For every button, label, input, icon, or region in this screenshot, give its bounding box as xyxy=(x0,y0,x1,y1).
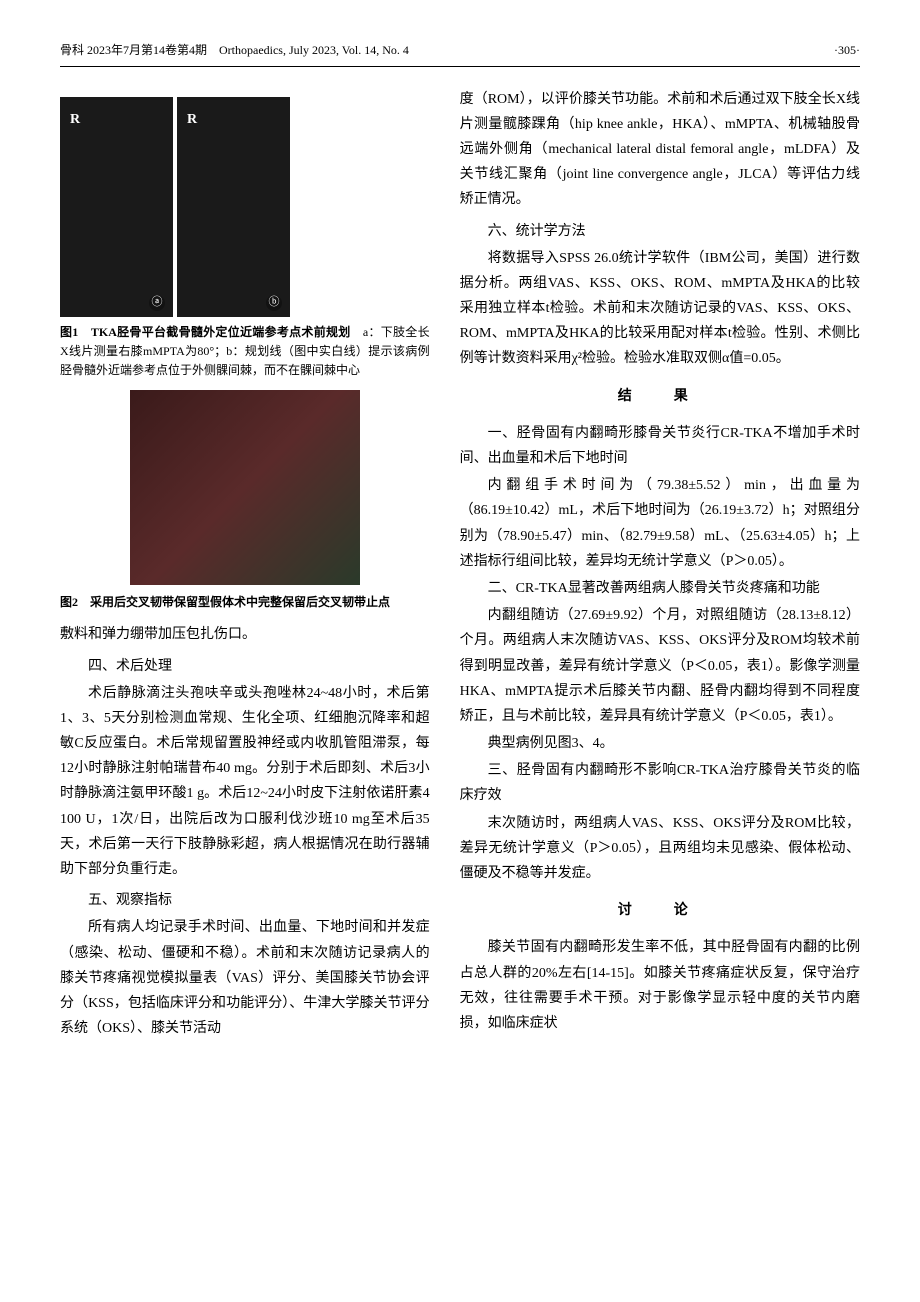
body-paragraph: 末次随访时，两组病人VAS、KSS、OKS评分及ROM比较，差异无统计学意义（P… xyxy=(460,811,860,887)
page-number: ·305· xyxy=(834,40,860,62)
figure-1-caption: 图1 TKA胫骨平台截骨髓外定位近端参考点术前规划 a：下肢全长X线片测量右膝m… xyxy=(60,323,430,381)
figure-1: R ⓐ R ⓑ 图1 TKA胫骨平台截骨髓外定位近端参考点术前规划 a：下肢全长… xyxy=(60,97,430,381)
panel-label-b: ⓑ xyxy=(266,295,282,311)
body-paragraph: 所有病人均记录手术时间、出血量、下地时间和并发症（感染、松动、僵硬和不稳）。术前… xyxy=(60,915,430,1041)
r-marker-icon: R xyxy=(187,107,197,132)
figure-1-panel-b: R ⓑ xyxy=(177,97,290,317)
figure-1-caption-bold: 图1 TKA胫骨平台截骨髓外定位近端参考点术前规划 xyxy=(60,325,351,339)
section-subheading-6: 六、统计学方法 xyxy=(460,219,860,244)
body-paragraph: 典型病例见图3、4。 xyxy=(460,731,860,756)
figure-1-image: R ⓐ R ⓑ xyxy=(60,97,290,317)
page-header: 骨科 2023年7月第14卷第4期 Orthopaedics, July 202… xyxy=(60,40,860,67)
body-paragraph: 内翻组随访（27.69±9.92）个月，对照组随访（28.13±8.12）个月。… xyxy=(460,603,860,729)
result-subheading-1: 一、胫骨固有内翻畸形膝骨关节炎行CR-TKA不增加手术时间、出血量和术后下地时间 xyxy=(460,421,860,471)
body-paragraph: 膝关节固有内翻畸形发生率不低，其中胫骨固有内翻的比例占总人群的20%左右[14-… xyxy=(460,935,860,1036)
figure-2-image xyxy=(130,390,360,585)
left-column: R ⓐ R ⓑ 图1 TKA胫骨平台截骨髓外定位近端参考点术前规划 a：下肢全长… xyxy=(60,87,430,1044)
discussion-heading: 讨 论 xyxy=(460,898,860,923)
r-marker-icon: R xyxy=(70,107,80,132)
body-paragraph: 术后静脉滴注头孢呋辛或头孢唑林24~48小时，术后第1、3、5天分别检测血常规、… xyxy=(60,681,430,883)
figure-1-panel-a: R ⓐ xyxy=(60,97,173,317)
results-heading: 结 果 xyxy=(460,384,860,409)
figure-2-caption-bold: 图2 采用后交叉韧带保留型假体术中完整保留后交叉韧带止点 xyxy=(60,595,390,609)
figure-2: 图2 采用后交叉韧带保留型假体术中完整保留后交叉韧带止点 xyxy=(60,390,430,612)
body-paragraph: 将数据导入SPSS 26.0统计学软件（IBM公司，美国）进行数据分析。两组VA… xyxy=(460,246,860,372)
content-columns: R ⓐ R ⓑ 图1 TKA胫骨平台截骨髓外定位近端参考点术前规划 a：下肢全长… xyxy=(60,87,860,1044)
result-subheading-2: 二、CR-TKA显著改善两组病人膝骨关节炎疼痛和功能 xyxy=(460,576,860,601)
body-paragraph: 度（ROM），以评价膝关节功能。术前和术后通过双下肢全长X线片测量髋膝踝角（hi… xyxy=(460,87,860,213)
body-paragraph: 内翻组手术时间为（79.38±5.52）min，出血量为（86.19±10.42… xyxy=(460,473,860,574)
journal-info: 骨科 2023年7月第14卷第4期 Orthopaedics, July 202… xyxy=(60,40,409,62)
result-subheading-3: 三、胫骨固有内翻畸形不影响CR-TKA治疗膝骨关节炎的临床疗效 xyxy=(460,758,860,808)
right-column: 度（ROM），以评价膝关节功能。术前和术后通过双下肢全长X线片测量髋膝踝角（hi… xyxy=(460,87,860,1044)
figure-2-caption: 图2 采用后交叉韧带保留型假体术中完整保留后交叉韧带止点 xyxy=(60,593,430,612)
panel-label-a: ⓐ xyxy=(149,295,165,311)
section-subheading-4: 四、术后处理 xyxy=(60,654,430,679)
body-paragraph: 敷料和弹力绷带加压包扎伤口。 xyxy=(60,622,430,647)
section-subheading-5: 五、观察指标 xyxy=(60,888,430,913)
